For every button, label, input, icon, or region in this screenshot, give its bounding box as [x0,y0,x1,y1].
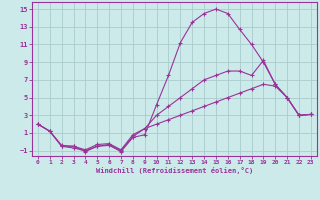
X-axis label: Windchill (Refroidissement éolien,°C): Windchill (Refroidissement éolien,°C) [96,167,253,174]
